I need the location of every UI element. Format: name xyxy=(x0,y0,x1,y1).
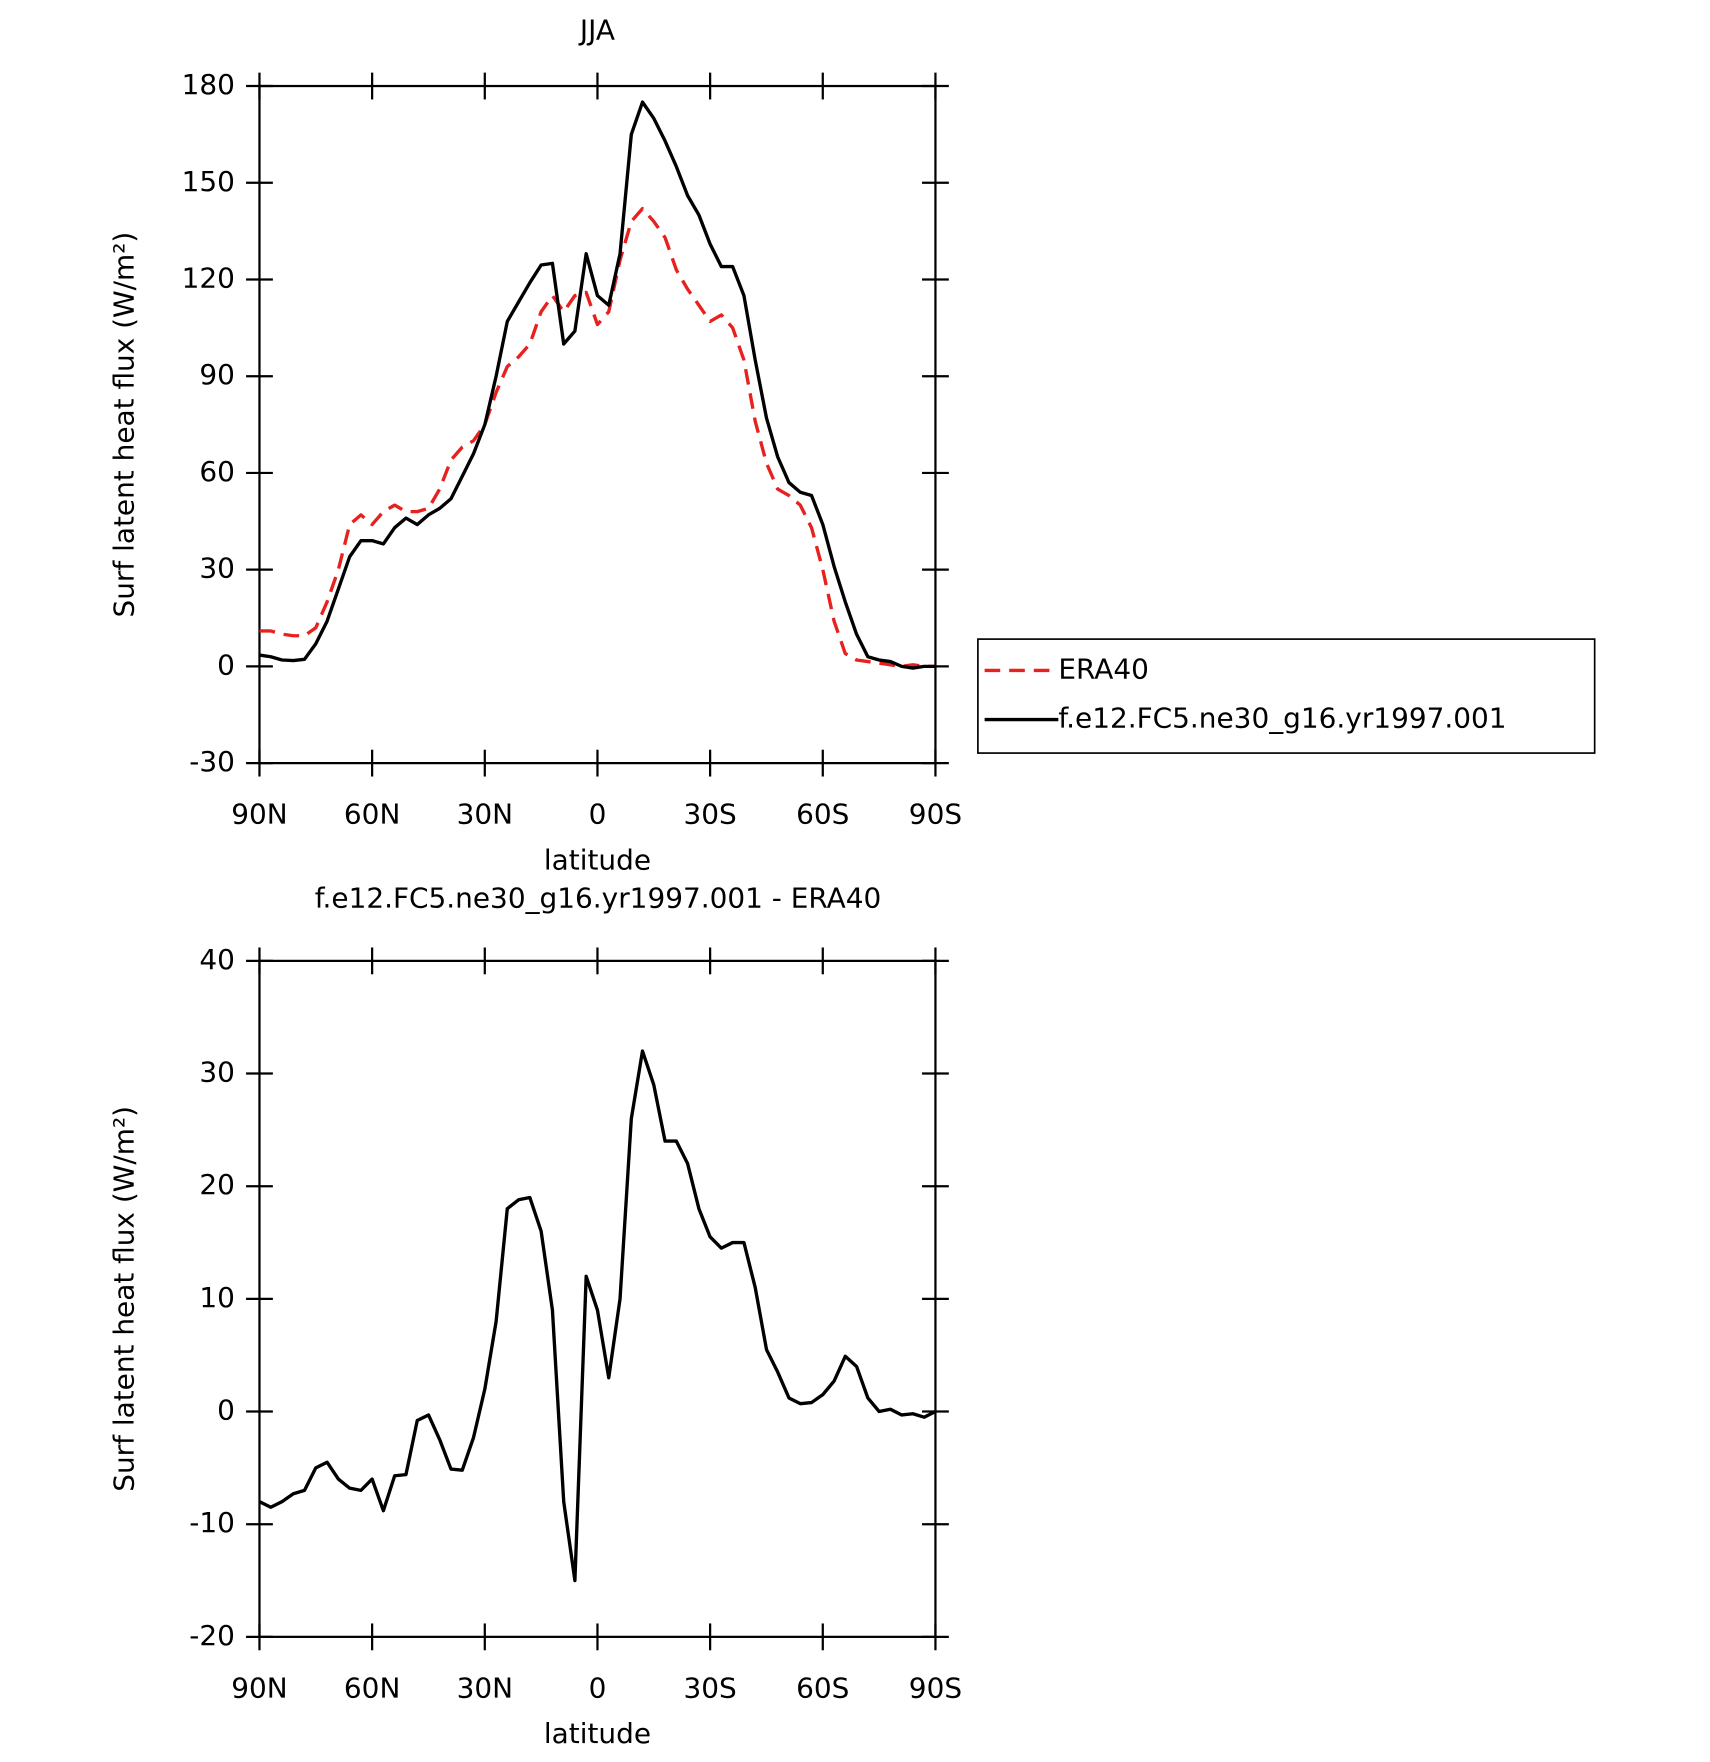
y-tick-label: 90 xyxy=(199,358,235,391)
y-tick-label: 120 xyxy=(182,261,235,294)
series-line xyxy=(258,1049,937,1583)
y-tick-label: 0 xyxy=(217,648,235,681)
y-tick-label: 30 xyxy=(199,552,235,585)
y-tick-label: 60 xyxy=(199,455,235,488)
x-tick-label: 30N xyxy=(457,1671,513,1704)
y-tick-label: -10 xyxy=(189,1506,235,1539)
x-tick-label: 30S xyxy=(683,798,736,831)
legend-box xyxy=(977,638,1596,754)
x-axis-label: latitude xyxy=(544,843,651,876)
y-axis-label: Surf latent heat flux (W/m²) xyxy=(107,1106,140,1492)
y-tick-label: 180 xyxy=(182,68,235,101)
x-tick-label: 0 xyxy=(589,798,607,831)
x-tick-label: 90N xyxy=(231,798,287,831)
x-tick-label: 0 xyxy=(589,1671,607,1704)
x-tick-label: 60S xyxy=(796,798,849,831)
y-tick-label: 30 xyxy=(199,1056,235,1089)
x-tick-label: 60S xyxy=(796,1671,849,1704)
chart-title: JJA xyxy=(578,13,615,46)
y-tick-label: 10 xyxy=(199,1281,235,1314)
series-line xyxy=(259,100,936,670)
plot-frame xyxy=(258,84,937,765)
x-tick-label: 60N xyxy=(344,1671,400,1704)
x-axis-label: latitude xyxy=(544,1717,651,1750)
y-tick-label: -30 xyxy=(189,745,235,778)
y-axis-label: Surf latent heat flux (W/m²) xyxy=(107,232,140,618)
x-tick-label: 90N xyxy=(231,1671,287,1704)
x-tick-label: 30N xyxy=(457,798,513,831)
y-tick-label: 40 xyxy=(199,943,235,976)
y-tick-label: 150 xyxy=(182,165,235,198)
legend-label: f.e12.FC5.ne30_g16.yr1997.001 xyxy=(1058,702,1506,735)
y-tick-label: -20 xyxy=(189,1619,235,1652)
plot-frame xyxy=(258,959,937,1638)
series-line xyxy=(259,206,936,669)
x-tick-label: 30S xyxy=(683,1671,736,1704)
x-tick-label: 90S xyxy=(909,1671,962,1704)
chart-title: f.e12.FC5.ne30_g16.yr1997.001 - ERA40 xyxy=(315,881,882,914)
y-tick-label: 0 xyxy=(217,1394,235,1427)
legend-label: ERA40 xyxy=(1058,652,1149,685)
x-tick-label: 60N xyxy=(344,798,400,831)
x-tick-label: 90S xyxy=(909,798,962,831)
y-tick-label: 20 xyxy=(199,1168,235,1201)
